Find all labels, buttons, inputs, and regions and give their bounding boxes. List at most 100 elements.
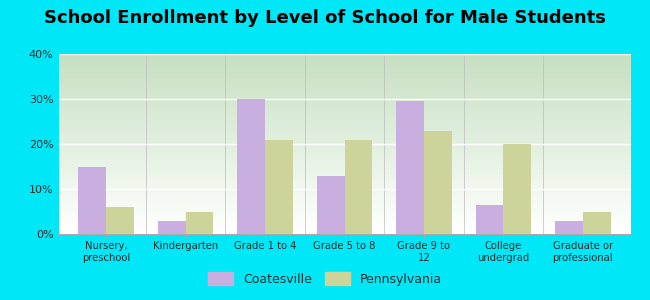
Bar <box>58 157 630 158</box>
Bar <box>58 132 630 133</box>
Bar <box>58 99 630 100</box>
Bar <box>58 148 630 149</box>
Bar <box>237 99 265 234</box>
Bar <box>58 119 630 120</box>
Bar <box>58 79 630 80</box>
Bar <box>58 201 630 202</box>
Bar <box>58 139 630 140</box>
Bar <box>58 183 630 184</box>
Bar <box>58 167 630 168</box>
Bar <box>58 156 630 157</box>
Bar <box>58 174 630 175</box>
Bar <box>58 217 630 218</box>
Bar <box>58 168 630 169</box>
Bar <box>58 202 630 203</box>
Bar <box>58 101 630 102</box>
Bar <box>58 144 630 145</box>
Bar <box>58 223 630 224</box>
Bar <box>58 90 630 91</box>
Bar <box>58 224 630 225</box>
Bar <box>58 57 630 58</box>
Bar <box>58 70 630 71</box>
Bar <box>58 126 630 127</box>
Bar <box>58 155 630 156</box>
Bar <box>58 152 630 153</box>
Bar <box>58 184 630 185</box>
Bar <box>58 80 630 81</box>
Bar <box>58 166 630 167</box>
Bar <box>58 103 630 104</box>
Bar <box>58 149 630 150</box>
Bar <box>58 228 630 229</box>
Bar <box>58 218 630 219</box>
Bar <box>58 93 630 94</box>
Bar <box>476 205 503 234</box>
Bar <box>58 211 630 212</box>
Bar <box>58 117 630 118</box>
Bar <box>58 84 630 85</box>
Bar <box>58 178 630 179</box>
Bar <box>58 188 630 189</box>
Bar <box>58 219 630 220</box>
Bar <box>58 190 630 191</box>
Bar <box>58 100 630 101</box>
Bar <box>58 60 630 61</box>
Bar <box>58 197 630 198</box>
Bar <box>58 147 630 148</box>
Bar <box>58 191 630 192</box>
Bar <box>58 186 630 187</box>
Bar <box>186 212 213 234</box>
Bar <box>424 130 452 234</box>
Bar <box>58 64 630 65</box>
Bar <box>58 215 630 216</box>
Bar <box>58 114 630 115</box>
Bar <box>58 92 630 93</box>
Bar <box>58 207 630 208</box>
Bar <box>58 179 630 180</box>
Bar <box>58 213 630 214</box>
Bar <box>58 138 630 139</box>
Bar <box>58 146 630 147</box>
Bar <box>58 212 630 213</box>
Bar <box>58 131 630 132</box>
Bar <box>58 176 630 177</box>
Bar <box>58 91 630 92</box>
Bar <box>58 229 630 230</box>
Bar <box>58 73 630 74</box>
Bar <box>58 153 630 154</box>
Bar <box>58 175 630 176</box>
Bar <box>58 192 630 193</box>
Bar <box>58 82 630 83</box>
Bar <box>58 159 630 160</box>
Bar <box>58 187 630 188</box>
Bar <box>58 136 630 137</box>
Bar <box>58 120 630 121</box>
Legend: Coatesville, Pennsylvania: Coatesville, Pennsylvania <box>203 267 447 291</box>
Bar <box>58 161 630 162</box>
Bar <box>58 151 630 152</box>
Bar <box>58 130 630 131</box>
Bar <box>58 109 630 110</box>
Bar <box>58 154 630 155</box>
Bar <box>58 163 630 164</box>
Bar <box>58 150 630 151</box>
Bar <box>58 116 630 117</box>
Bar <box>58 226 630 227</box>
Bar <box>58 65 630 66</box>
Bar <box>58 78 630 79</box>
Text: School Enrollment by Level of School for Male Students: School Enrollment by Level of School for… <box>44 9 606 27</box>
Bar <box>58 193 630 194</box>
Bar <box>58 77 630 78</box>
Bar <box>58 113 630 114</box>
Bar <box>58 59 630 60</box>
Bar <box>58 121 630 122</box>
Bar <box>58 204 630 205</box>
Bar <box>58 216 630 217</box>
Bar <box>58 230 630 231</box>
Bar <box>58 74 630 75</box>
Bar <box>58 86 630 87</box>
Bar <box>58 233 630 234</box>
Bar <box>555 220 583 234</box>
Bar <box>58 58 630 59</box>
Bar <box>58 232 630 233</box>
